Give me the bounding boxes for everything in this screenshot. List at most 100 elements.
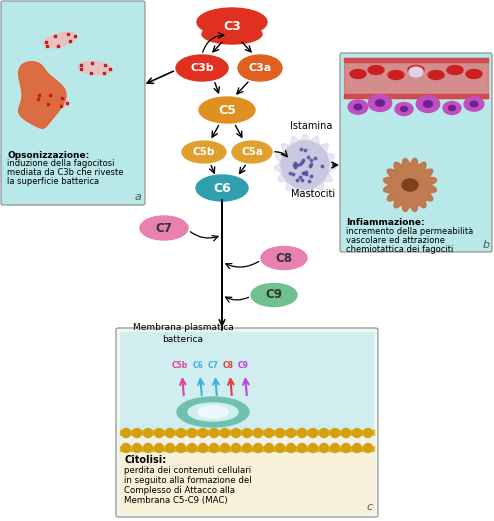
Ellipse shape	[35, 93, 69, 107]
Circle shape	[353, 443, 362, 453]
Circle shape	[143, 443, 153, 453]
Text: b: b	[483, 240, 490, 250]
Ellipse shape	[176, 55, 228, 81]
Ellipse shape	[464, 97, 484, 111]
Circle shape	[209, 428, 218, 438]
Polygon shape	[19, 61, 66, 128]
Circle shape	[220, 443, 230, 453]
Text: Infiammazione:: Infiammazione:	[346, 218, 425, 227]
Ellipse shape	[43, 32, 77, 47]
Circle shape	[122, 428, 130, 438]
Text: perdita dei contenuti cellulari: perdita dei contenuti cellulari	[124, 466, 251, 475]
Ellipse shape	[388, 70, 404, 80]
Ellipse shape	[281, 141, 329, 189]
Ellipse shape	[261, 246, 307, 269]
Text: induzione della fagocitosi: induzione della fagocitosi	[7, 159, 115, 168]
Circle shape	[188, 428, 197, 438]
Ellipse shape	[188, 403, 238, 421]
Ellipse shape	[198, 406, 228, 418]
Circle shape	[220, 428, 230, 438]
Circle shape	[264, 443, 274, 453]
Polygon shape	[383, 158, 437, 212]
Text: chemiotattica dei fagociti: chemiotattica dei fagociti	[346, 245, 453, 254]
Text: C6: C6	[193, 361, 204, 370]
Text: C5a: C5a	[241, 147, 263, 157]
Circle shape	[297, 443, 306, 453]
Ellipse shape	[416, 95, 440, 113]
Circle shape	[308, 443, 318, 453]
Text: C3a: C3a	[248, 63, 272, 73]
Ellipse shape	[350, 69, 366, 79]
Text: Membrana C5-C9 (MAC): Membrana C5-C9 (MAC)	[124, 496, 228, 505]
Circle shape	[253, 443, 262, 453]
Ellipse shape	[401, 106, 408, 111]
Circle shape	[364, 443, 372, 453]
Text: Opsonizzazione:: Opsonizzazione:	[7, 151, 89, 160]
Ellipse shape	[395, 103, 413, 116]
Text: Citolisi:: Citolisi:	[124, 455, 166, 465]
Text: C9: C9	[238, 361, 248, 370]
Circle shape	[243, 428, 251, 438]
Circle shape	[297, 428, 306, 438]
Text: Mastociti: Mastociti	[291, 189, 335, 199]
Circle shape	[209, 443, 218, 453]
Ellipse shape	[428, 70, 444, 80]
Circle shape	[264, 428, 274, 438]
Ellipse shape	[408, 66, 424, 75]
Ellipse shape	[232, 141, 272, 163]
Ellipse shape	[238, 55, 282, 81]
Text: Complesso di Attacco alla: Complesso di Attacco alla	[124, 486, 235, 495]
Text: mediata da C3b che riveste: mediata da C3b che riveste	[7, 168, 123, 177]
Circle shape	[243, 443, 251, 453]
Ellipse shape	[199, 97, 255, 123]
Ellipse shape	[197, 8, 267, 36]
Text: C9: C9	[265, 289, 283, 302]
Circle shape	[132, 443, 141, 453]
Ellipse shape	[78, 61, 112, 75]
Circle shape	[199, 443, 207, 453]
Text: C7: C7	[207, 361, 218, 370]
FancyBboxPatch shape	[120, 332, 374, 432]
Ellipse shape	[402, 179, 418, 191]
Ellipse shape	[369, 94, 392, 111]
Circle shape	[232, 428, 241, 438]
Ellipse shape	[449, 105, 455, 110]
Text: c: c	[366, 502, 372, 512]
Circle shape	[176, 443, 186, 453]
Circle shape	[364, 428, 372, 438]
Ellipse shape	[375, 100, 384, 106]
Text: C7: C7	[156, 221, 172, 234]
Polygon shape	[274, 134, 336, 195]
Text: C5b: C5b	[172, 361, 188, 370]
Circle shape	[341, 428, 351, 438]
Circle shape	[143, 428, 153, 438]
Ellipse shape	[140, 216, 188, 240]
Text: vascolare ed attrazione: vascolare ed attrazione	[346, 236, 445, 245]
Ellipse shape	[348, 100, 368, 114]
Ellipse shape	[177, 397, 249, 427]
Circle shape	[188, 443, 197, 453]
Ellipse shape	[182, 141, 226, 163]
Ellipse shape	[423, 101, 433, 107]
FancyBboxPatch shape	[340, 53, 492, 252]
FancyBboxPatch shape	[1, 1, 145, 205]
Ellipse shape	[447, 66, 463, 75]
Text: C5b: C5b	[193, 147, 215, 157]
Circle shape	[165, 443, 174, 453]
Ellipse shape	[443, 102, 461, 115]
Circle shape	[320, 443, 329, 453]
Text: C8: C8	[276, 252, 292, 265]
Circle shape	[132, 428, 141, 438]
Circle shape	[232, 443, 241, 453]
Circle shape	[176, 428, 186, 438]
Circle shape	[165, 428, 174, 438]
Circle shape	[276, 443, 285, 453]
Text: Istamina: Istamina	[290, 121, 332, 131]
Text: C6: C6	[213, 181, 231, 194]
Ellipse shape	[470, 101, 478, 107]
Text: C3b: C3b	[190, 63, 214, 73]
Text: a: a	[135, 192, 142, 202]
Ellipse shape	[409, 67, 423, 77]
Circle shape	[330, 443, 339, 453]
Circle shape	[155, 428, 164, 438]
